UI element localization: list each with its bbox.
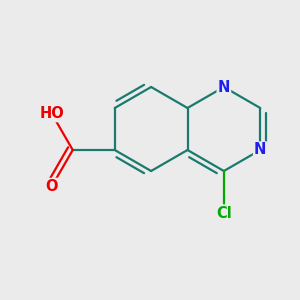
Text: Cl: Cl	[216, 206, 232, 220]
Text: N: N	[218, 80, 230, 94]
Text: N: N	[254, 142, 266, 158]
Text: O: O	[46, 179, 58, 194]
Text: HO: HO	[39, 106, 64, 121]
